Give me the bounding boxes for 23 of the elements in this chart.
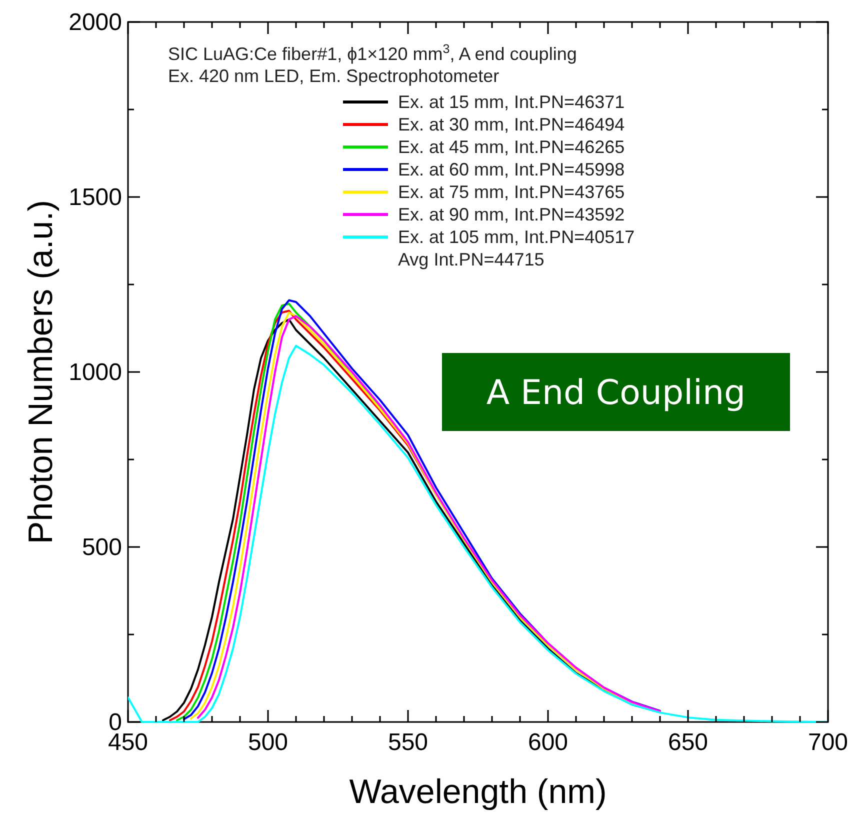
- legend-label: Ex. at 90 mm, Int.PN=43592: [398, 204, 625, 224]
- text: SIC LuAG:Ce fiber#1, ϕ1×120 mm$^{3}$, A end coupling: [168, 42, 577, 64]
- x-tick-label: 600: [528, 729, 568, 756]
- x-tick-label: 550: [388, 729, 428, 756]
- annotation: A End Coupling: [486, 373, 746, 413]
- legend-label: Ex. at 15 mm, Int.PN=46371: [398, 92, 625, 112]
- legend-label: Ex. at 45 mm, Int.PN=46265: [398, 137, 625, 157]
- x-tick-label: 650: [668, 729, 708, 756]
- annotation: Avg Int.PN=44715: [398, 250, 544, 270]
- x-axis-title: Wavelength (nm): [349, 773, 607, 811]
- legend-label: Ex. at 60 mm, Int.PN=45998: [398, 160, 625, 180]
- x-tick-label: 700: [808, 729, 848, 756]
- text: Ex. 420 nm LED, Em. Spectrophotometer: [168, 66, 500, 86]
- x-tick-label: 450: [108, 729, 148, 756]
- legend-label: Ex. at 75 mm, Int.PN=43765: [398, 182, 625, 202]
- legend-label: Ex. at 105 mm, Int.PN=40517: [398, 227, 635, 247]
- y-tick-label: 1000: [68, 359, 122, 386]
- y-axis-title: Photon Numbers (a.u.): [22, 200, 60, 544]
- y-tick-label: 2000: [68, 9, 122, 36]
- y-tick-label: 500: [82, 534, 122, 561]
- legend-label: Ex. at 30 mm, Int.PN=46494: [398, 114, 625, 134]
- x-tick-label: 500: [248, 729, 288, 756]
- y-tick-label: 1500: [68, 184, 122, 211]
